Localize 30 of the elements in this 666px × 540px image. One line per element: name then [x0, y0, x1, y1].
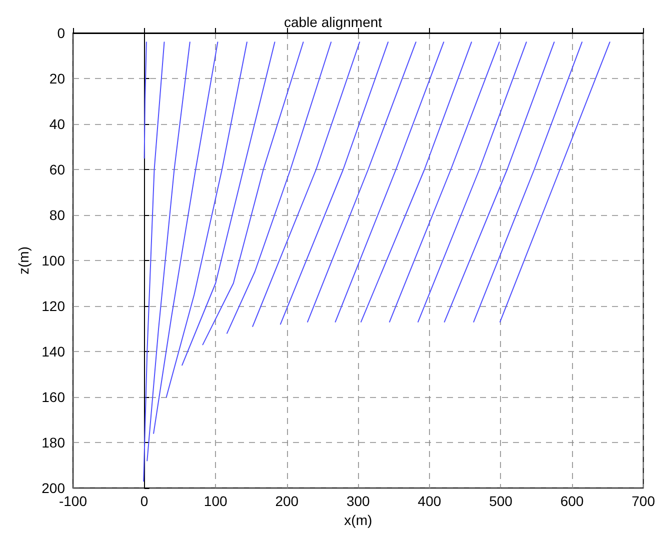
x-tick-label: 200 — [275, 493, 299, 509]
y-tick-label: 0 — [57, 25, 66, 41]
y-tick-label: 60 — [49, 162, 66, 178]
y-tick-label: 200 — [42, 480, 66, 496]
x-tick-label: 700 — [632, 493, 656, 509]
y-tick-label: 120 — [42, 298, 66, 314]
x-tick-label: 300 — [346, 493, 370, 509]
x-axis-title: x(m) — [344, 512, 372, 528]
x-tick-label: 100 — [204, 493, 228, 509]
line-series — [143, 42, 165, 482]
y-tick-label: 40 — [49, 116, 66, 132]
x-tick-label: -100 — [58, 493, 88, 509]
y-tick-label: 160 — [42, 389, 66, 405]
x-tick-label: 500 — [489, 493, 513, 509]
line-series — [226, 42, 332, 334]
line-series — [153, 42, 218, 434]
x-tick-label: 400 — [418, 493, 442, 509]
x-tick-label: 0 — [140, 493, 148, 509]
y-tick-label: 180 — [42, 434, 66, 450]
line-series — [166, 42, 248, 398]
y-tick-label: 80 — [49, 207, 66, 223]
line-series — [146, 42, 190, 462]
y-tick-label: 100 — [42, 252, 66, 268]
chart-title: cable alignment — [284, 14, 382, 30]
y-tick-label: 20 — [49, 70, 66, 86]
y-tick-label: 140 — [42, 344, 66, 360]
y-axis-title: z(m) — [16, 246, 32, 274]
line-series — [202, 42, 304, 346]
x-tick-label: 600 — [560, 493, 584, 509]
line-series — [182, 42, 276, 366]
